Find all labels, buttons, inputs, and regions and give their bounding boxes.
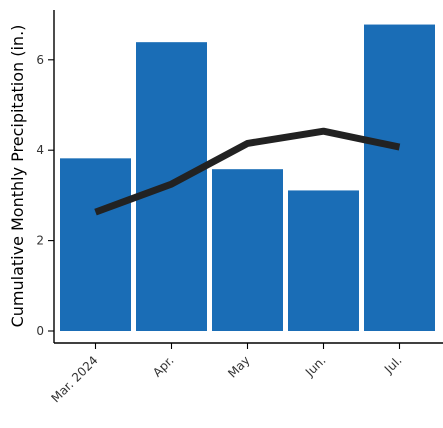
x-ticks: Mar. 2024 Apr. May Jun. Jul.: [48, 343, 405, 405]
bar-3: [212, 169, 283, 331]
x-tick-label: Mar. 2024: [48, 353, 100, 405]
x-tick-label: May: [225, 353, 252, 380]
x-axis: Mar. 2024 Apr. May Jun. Jul.: [48, 342, 443, 405]
y-tick-label: 6: [36, 53, 44, 67]
line-series: [94, 127, 401, 216]
bar-4: [288, 190, 359, 331]
y-tick-label: 0: [36, 324, 44, 338]
y-tick-label: 4: [36, 143, 44, 157]
y-tick-label: 2: [36, 234, 44, 248]
trend-line: [94, 127, 401, 216]
x-tick-label: Apr.: [150, 353, 177, 380]
bar-1: [60, 158, 131, 331]
bar-5: [364, 24, 435, 331]
x-tick-label: Jul.: [381, 353, 405, 377]
bar-series: [60, 24, 435, 332]
y-axis: 0 2 4 6 Cumulative Monthly Precipitation (i…: [8, 10, 55, 343]
y-ticks: 0 2 4 6: [36, 53, 54, 338]
y-axis-title: Cumulative Monthly Precipitation (in.): [8, 25, 27, 328]
x-tick-label: Jun.: [302, 353, 329, 380]
